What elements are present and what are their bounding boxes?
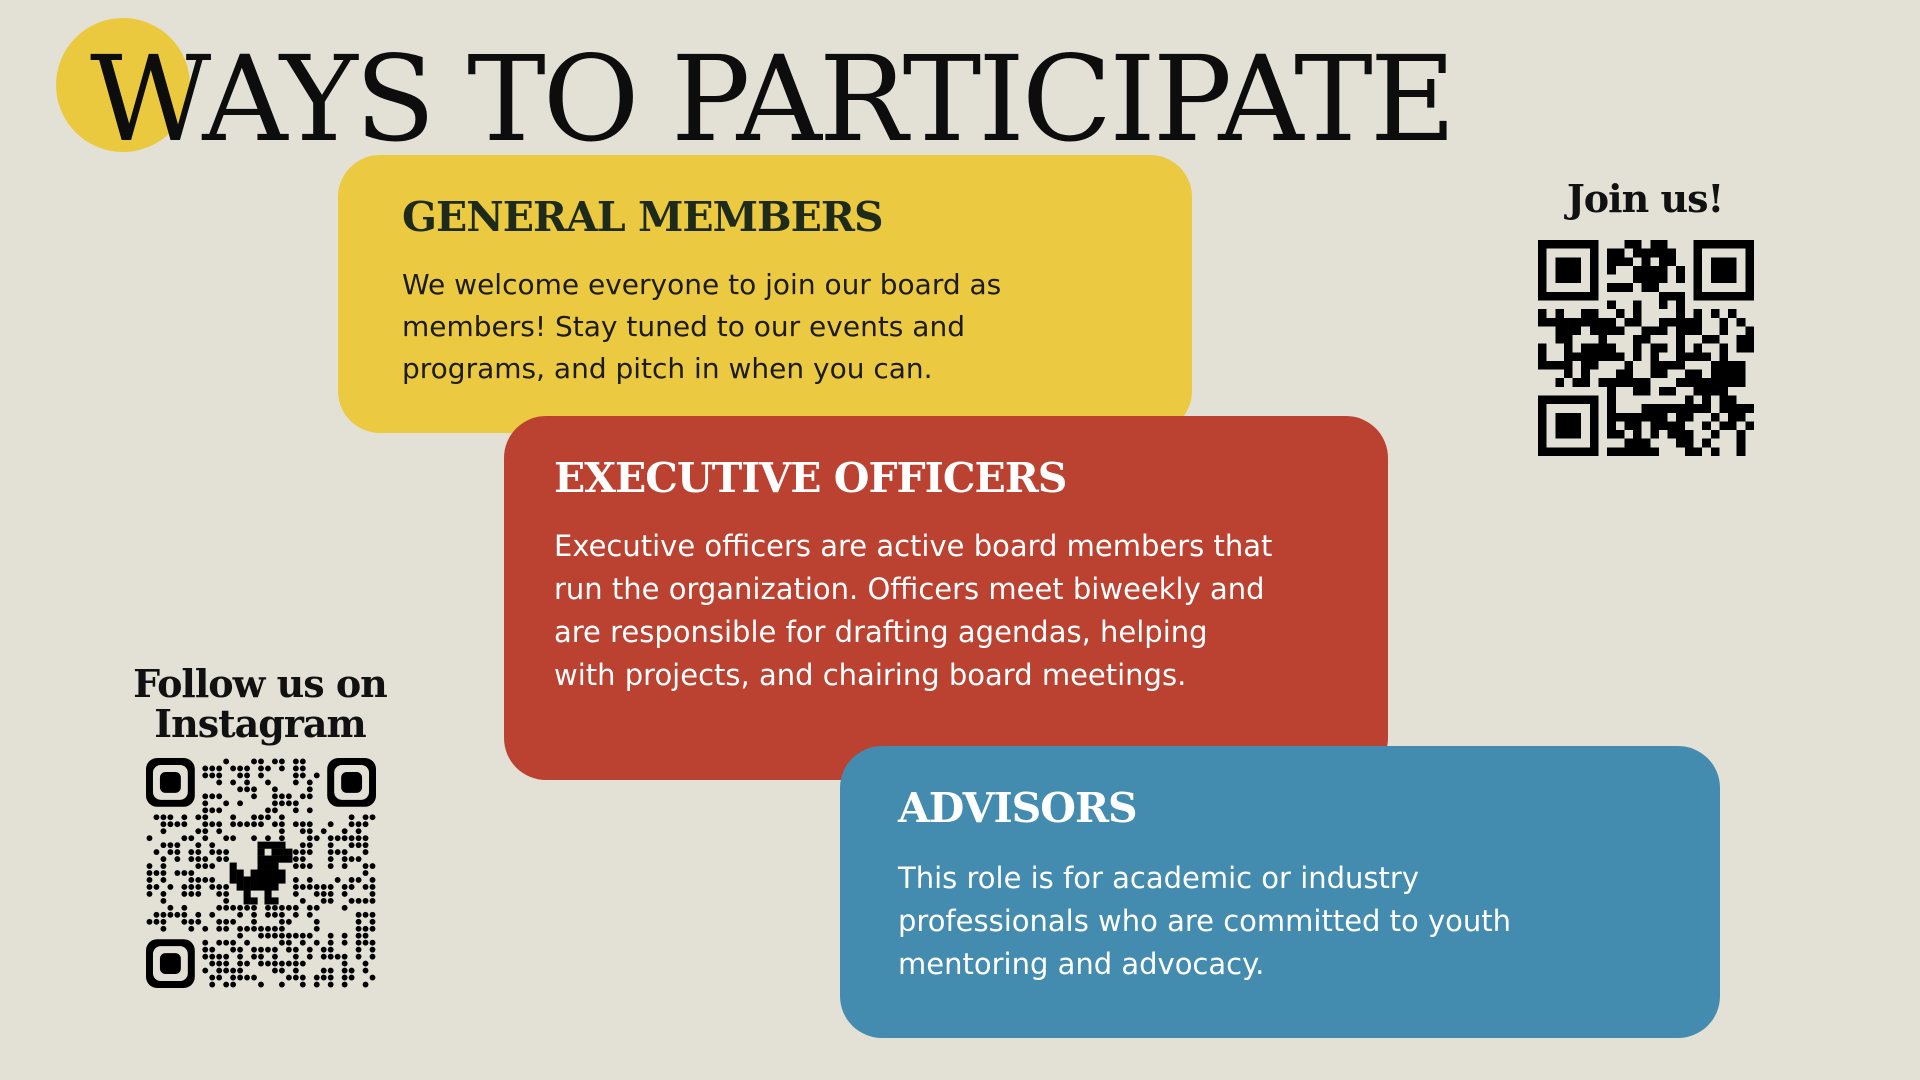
card-advisors: ADVISORS This role is for academic or in… (840, 746, 1720, 1038)
card-body: We welcome everyone to join our board as… (402, 268, 1002, 386)
card-general-members: GENERAL MEMBERS We welcome everyone to j… (338, 155, 1192, 433)
instagram-label-line1: Follow us on (133, 661, 388, 706)
title-accent-circle (56, 18, 190, 152)
card-heading: GENERAL MEMBERS (402, 193, 884, 241)
card-heading: EXECUTIVE OFFICERS (554, 454, 1067, 502)
join-us-label: Join us! (1566, 176, 1724, 221)
qr-code-icon[interactable] (1538, 240, 1754, 456)
card-body: This role is for academic or industry pr… (898, 861, 1512, 982)
card-body: Executive officers are active board memb… (554, 529, 1273, 693)
qr-code-dino-icon[interactable] (146, 758, 376, 988)
card-heading: ADVISORS (898, 784, 1138, 832)
instagram-label: Follow us on Instagram (120, 664, 400, 744)
card-executive-officers: EXECUTIVE OFFICERS Executive officers ar… (504, 416, 1388, 780)
instagram-label-line2: Instagram (154, 701, 366, 746)
page-title: WAYS TO PARTICIPATE (90, 30, 1456, 168)
title-block: WAYS TO PARTICIPATE (56, 18, 1456, 168)
